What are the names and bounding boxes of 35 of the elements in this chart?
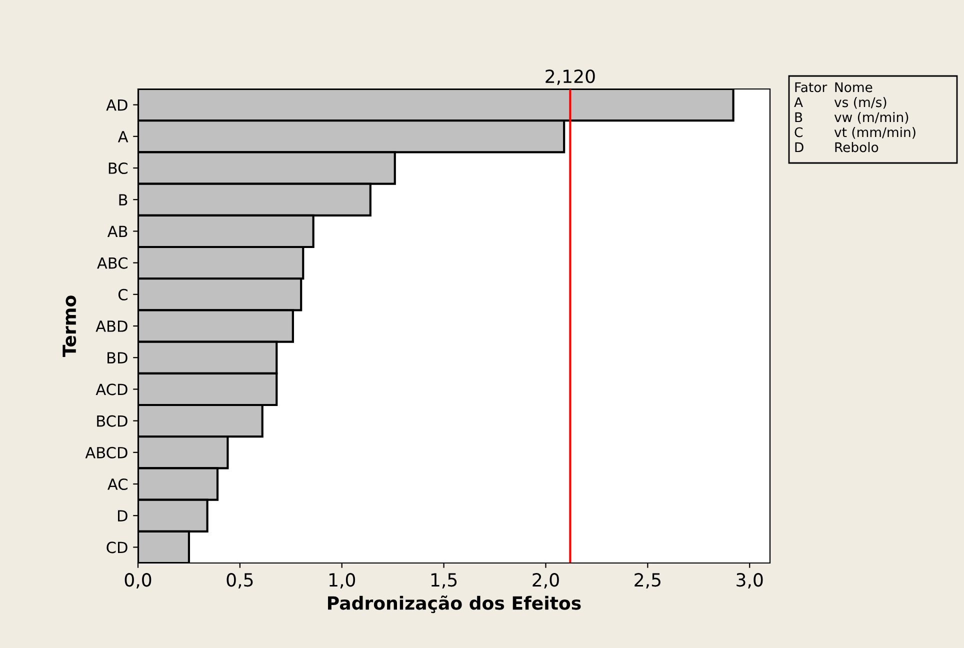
text: Nome <box>835 82 872 92</box>
y-tick-label: BD <box>108 352 128 364</box>
y-tick-label: AC <box>108 478 128 490</box>
text: A <box>794 97 803 108</box>
text: Rebolo <box>835 142 878 152</box>
x-tick-label: 2,0 <box>532 573 559 589</box>
text: vt (mm/min) <box>834 127 916 139</box>
text: B <box>795 112 802 122</box>
y-tick-label: BC <box>108 162 128 174</box>
x-axis-title: Padronização dos Efeitos <box>328 596 581 614</box>
text: vw (m/min) <box>834 112 908 124</box>
y-tick-label: B <box>119 194 128 206</box>
x-tick-label: 1,5 <box>431 573 457 589</box>
x-tick-label: 2,5 <box>634 573 660 589</box>
y-tick-label: AD <box>106 99 128 111</box>
text: C <box>794 127 802 138</box>
y-tick-label: ABC <box>97 257 128 269</box>
x-tick-label: 1,0 <box>329 573 356 589</box>
ref-line-label: 2,120 <box>546 69 595 85</box>
y-tick-label: ABD <box>96 320 128 332</box>
y-tick-label: D <box>118 510 128 522</box>
text: Fator <box>795 82 828 92</box>
y-tick-label: A <box>118 131 128 142</box>
y-tick-label: ABCD <box>85 446 128 458</box>
x-tick-label: 0,0 <box>124 573 152 589</box>
y-tick-label: BCD <box>97 415 128 427</box>
x-tick-label: 3,0 <box>736 573 763 589</box>
y-tick-label: CD <box>106 542 128 554</box>
y-tick-label: AB <box>107 226 128 238</box>
y-axis-title: Termo <box>62 296 76 358</box>
y-tick-label: C <box>118 288 128 300</box>
x-tick-label: 0,5 <box>226 573 253 589</box>
text: vs (m/s) <box>834 97 886 109</box>
y-tick-label: ACD <box>96 384 128 396</box>
text: D <box>795 142 804 152</box>
